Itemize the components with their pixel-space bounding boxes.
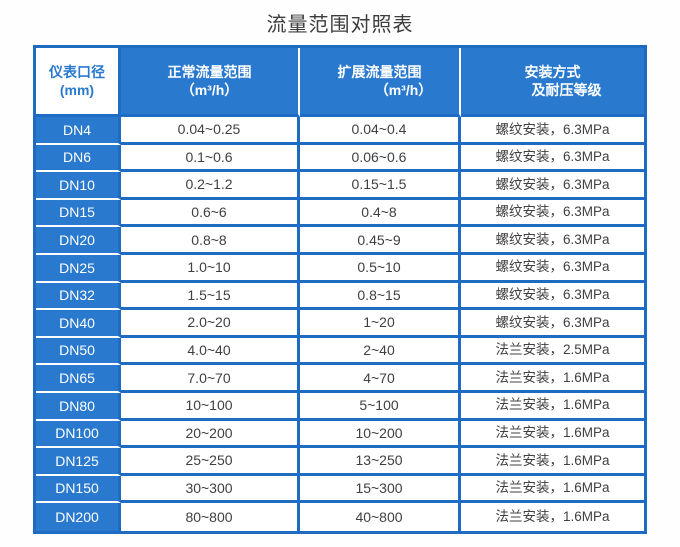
- table-row: DN6 0.1~0.6 0.06~0.6 螺纹安装，6.3MPa: [36, 144, 644, 173]
- flow-range-table: 仪表口径 (mm) 正常流量范围 （m³/h） 扩展流量范围 （m³/h） 安装…: [33, 45, 647, 534]
- table-row: DN20 0.8~8 0.45~9 螺纹安装，6.3MPa: [36, 227, 644, 255]
- cell-install-pressure: 法兰安装，1.6MPa: [461, 448, 644, 476]
- table-row: DN25 1.0~10 0.5~10 螺纹安装，6.3MPa: [36, 254, 644, 283]
- cell-extended-range: 0.45~9: [300, 227, 461, 255]
- header-normal-flow-range: 正常流量范围 （m³/h）: [121, 48, 300, 117]
- cell-diameter: DN15: [36, 199, 121, 228]
- cell-install-pressure: 螺纹安装，6.3MPa: [461, 172, 644, 200]
- table-row: DN50 4.0~40 2~40 法兰安装，2.5MPa: [36, 337, 644, 366]
- cell-extended-range: 13~250: [300, 448, 461, 476]
- cell-extended-range: 0.8~15: [300, 282, 461, 311]
- header-line2: （m³/h）: [180, 82, 239, 98]
- cell-diameter: DN200: [36, 503, 121, 531]
- cell-normal-range: 20~200: [121, 420, 300, 449]
- cell-normal-range: 25~250: [121, 448, 300, 476]
- cell-extended-range: 10~200: [300, 420, 461, 449]
- table-row: DN40 2.0~20 1~20 螺纹安装，6.3MPa: [36, 310, 644, 338]
- cell-extended-range: 0.15~1.5: [300, 172, 461, 200]
- cell-normal-range: 0.8~8: [121, 227, 300, 255]
- header-line2: (mm): [59, 82, 95, 98]
- cell-install-pressure: 法兰安装，1.6MPa: [461, 420, 644, 449]
- header-line1: 正常流量范围: [167, 63, 252, 80]
- header-install-pressure: 安装方式 及耐压等级: [461, 48, 644, 117]
- cell-extended-range: 0.5~10: [300, 254, 461, 283]
- table-row: DN150 30~300 15~300 法兰安装，1.6MPa: [36, 475, 644, 504]
- header-extended-flow-range: 扩展流量范围 （m³/h）: [300, 48, 461, 117]
- cell-extended-range: 0.06~0.6: [300, 144, 461, 173]
- header-meter-diameter: 仪表口径 (mm): [36, 48, 121, 117]
- cell-normal-range: 30~300: [121, 475, 300, 504]
- cell-extended-range: 5~100: [300, 392, 461, 421]
- cell-diameter: DN50: [36, 337, 121, 366]
- cell-install-pressure: 螺纹安装，6.3MPa: [461, 199, 644, 228]
- cell-normal-range: 7.0~70: [121, 365, 300, 393]
- table-row: DN125 25~250 13~250 法兰安装，1.6MPa: [36, 448, 644, 476]
- cell-diameter: DN40: [36, 310, 121, 338]
- cell-install-pressure: 法兰安装，1.6MPa: [461, 392, 644, 421]
- cell-extended-range: 40~800: [300, 503, 461, 531]
- cell-normal-range: 10~100: [121, 392, 300, 421]
- table-row: DN65 7.0~70 4~70 法兰安装，1.6MPa: [36, 365, 644, 393]
- cell-diameter: DN6: [36, 144, 121, 173]
- cell-normal-range: 0.2~1.2: [121, 172, 300, 200]
- cell-diameter: DN20: [36, 227, 121, 255]
- cell-diameter: DN125: [36, 448, 121, 476]
- cell-install-pressure: 螺纹安装，6.3MPa: [461, 227, 644, 255]
- header-line2: 及耐压等级: [531, 82, 602, 98]
- cell-install-pressure: 法兰安装，1.6MPa: [461, 475, 644, 504]
- table-row: DN80 10~100 5~100 法兰安装，1.6MPa: [36, 392, 644, 421]
- cell-install-pressure: 法兰安装，1.6MPa: [461, 503, 644, 531]
- cell-install-pressure: 螺纹安装，6.3MPa: [461, 254, 644, 283]
- cell-extended-range: 1~20: [300, 310, 461, 338]
- cell-normal-range: 4.0~40: [121, 337, 300, 366]
- cell-diameter: DN100: [36, 420, 121, 449]
- cell-install-pressure: 螺纹安装，6.3MPa: [461, 310, 644, 338]
- cell-diameter: DN25: [36, 254, 121, 283]
- cell-diameter: DN32: [36, 282, 121, 311]
- table-header-row: 仪表口径 (mm) 正常流量范围 （m³/h） 扩展流量范围 （m³/h） 安装…: [36, 48, 644, 117]
- cell-diameter: DN150: [36, 475, 121, 504]
- table-row: DN15 0.6~6 0.4~8 螺纹安装，6.3MPa: [36, 199, 644, 228]
- header-line1: 仪表口径: [49, 63, 105, 80]
- cell-extended-range: 0.04~0.4: [300, 117, 461, 145]
- cell-normal-range: 0.6~6: [121, 199, 300, 228]
- cell-extended-range: 4~70: [300, 365, 461, 393]
- header-line2: （m³/h）: [374, 82, 433, 98]
- cell-diameter: DN4: [36, 117, 121, 145]
- table-row: DN10 0.2~1.2 0.15~1.5 螺纹安装，6.3MPa: [36, 172, 644, 200]
- cell-extended-range: 15~300: [300, 475, 461, 504]
- header-line1: 安装方式: [524, 63, 581, 80]
- table-row: DN32 1.5~15 0.8~15 螺纹安装，6.3MPa: [36, 282, 644, 311]
- cell-diameter: DN10: [36, 172, 121, 200]
- table-row: DN200 80~800 40~800 法兰安装，1.6MPa: [36, 503, 644, 531]
- cell-normal-range: 1.0~10: [121, 254, 300, 283]
- table-row: DN4 0.04~0.25 0.04~0.4 螺纹安装，6.3MPa: [36, 117, 644, 145]
- cell-normal-range: 1.5~15: [121, 282, 300, 311]
- cell-install-pressure: 法兰安装，2.5MPa: [461, 337, 644, 366]
- cell-install-pressure: 螺纹安装，6.3MPa: [461, 117, 644, 145]
- cell-install-pressure: 螺纹安装，6.3MPa: [461, 282, 644, 311]
- page-title: 流量范围对照表: [266, 14, 414, 36]
- cell-diameter: DN80: [36, 392, 121, 421]
- cell-extended-range: 0.4~8: [300, 199, 461, 228]
- header-line1: 扩展流量范围: [337, 63, 422, 80]
- cell-normal-range: 2.0~20: [121, 310, 300, 338]
- cell-normal-range: 80~800: [121, 503, 300, 531]
- cell-normal-range: 0.1~0.6: [121, 144, 300, 173]
- cell-install-pressure: 法兰安装，1.6MPa: [461, 365, 644, 393]
- cell-normal-range: 0.04~0.25: [121, 117, 300, 145]
- cell-extended-range: 2~40: [300, 337, 461, 366]
- cell-diameter: DN65: [36, 365, 121, 393]
- table-row: DN100 20~200 10~200 法兰安装，1.6MPa: [36, 420, 644, 449]
- cell-install-pressure: 螺纹安装，6.3MPa: [461, 144, 644, 173]
